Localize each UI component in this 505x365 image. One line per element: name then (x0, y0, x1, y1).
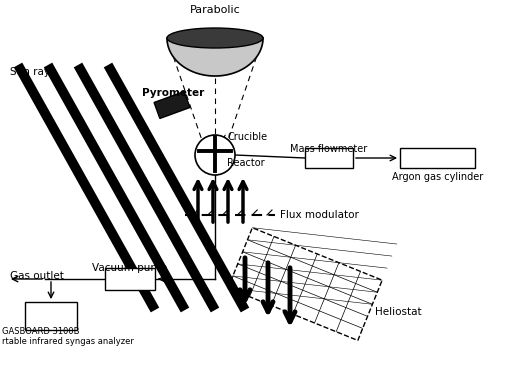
Text: Pyrometer: Pyrometer (142, 88, 204, 98)
Text: GASBOARD 3100B: GASBOARD 3100B (2, 327, 79, 337)
Ellipse shape (167, 28, 263, 48)
Text: Sun rays: Sun rays (10, 67, 56, 77)
Polygon shape (167, 38, 263, 76)
Text: Mass flowmeter: Mass flowmeter (290, 144, 368, 154)
Text: Parabolic: Parabolic (189, 5, 240, 15)
Text: Flux modulator: Flux modulator (280, 210, 359, 220)
Bar (305, 148, 353, 168)
Text: Vacuum pump: Vacuum pump (92, 263, 168, 273)
Text: rtable infrared syngas analyzer: rtable infrared syngas analyzer (2, 338, 134, 346)
Text: Argon gas cylinder: Argon gas cylinder (392, 172, 483, 182)
Text: Reactor: Reactor (227, 158, 265, 168)
Bar (25, 302, 77, 330)
Polygon shape (154, 92, 190, 119)
Bar (400, 148, 475, 168)
Circle shape (195, 135, 235, 175)
Text: Crucible: Crucible (227, 132, 267, 142)
Text: Gas outlet: Gas outlet (10, 271, 64, 281)
Bar (105, 268, 155, 290)
Text: Heliostat: Heliostat (375, 307, 421, 317)
